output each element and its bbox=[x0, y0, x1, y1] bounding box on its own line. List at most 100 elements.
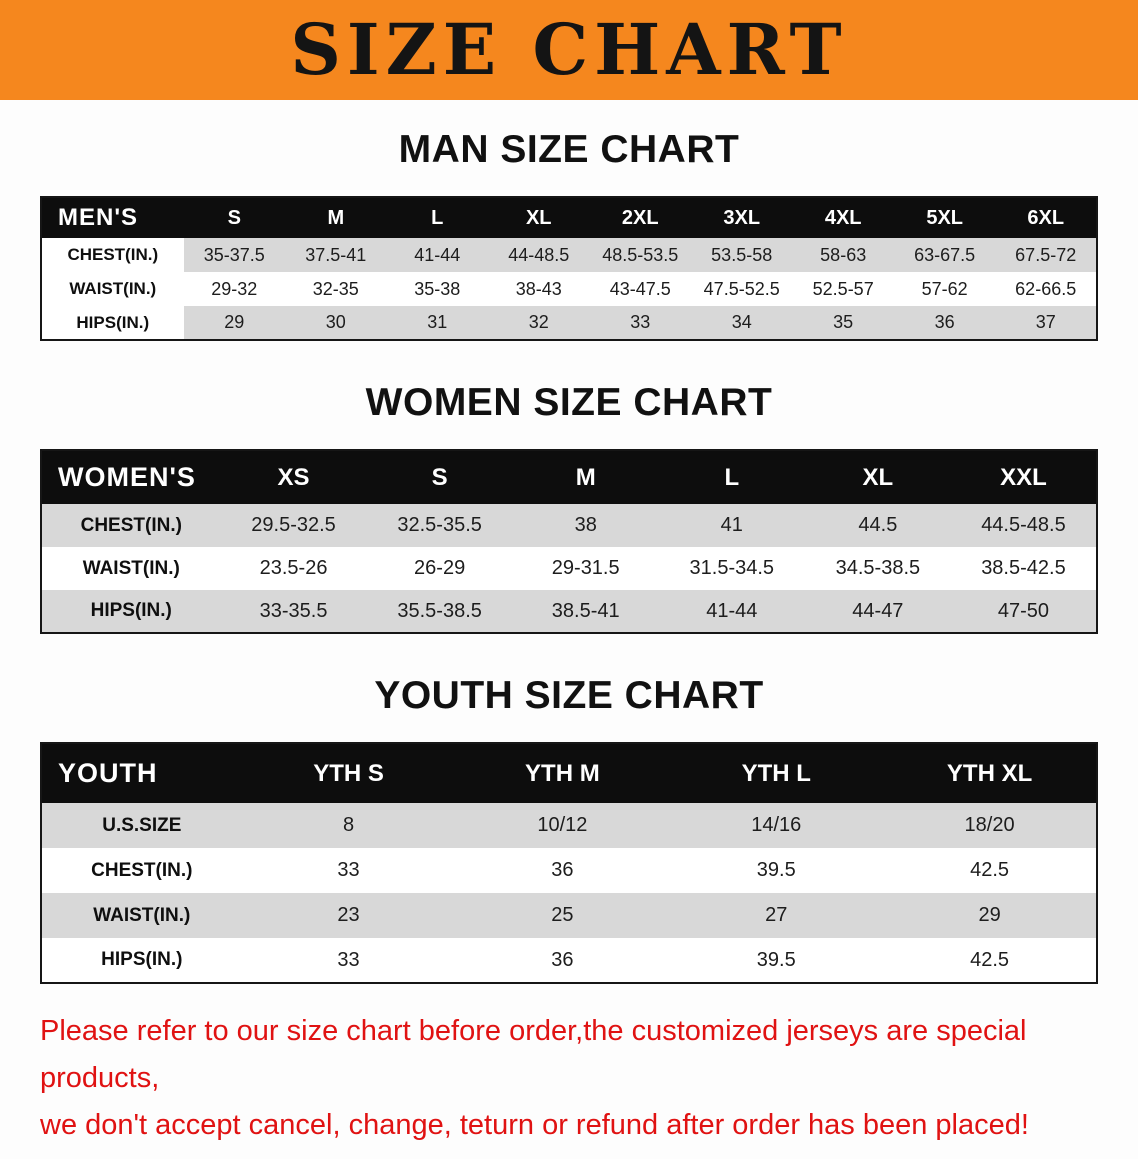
size-cell: 10/12 bbox=[537, 814, 588, 836]
table-row: CHEST(IN.) 33 36 39.5 42.5 bbox=[41, 848, 1097, 893]
size-cell: 41-44 bbox=[706, 599, 758, 622]
youth-chart-heading: YOUTH SIZE CHART bbox=[374, 674, 764, 717]
size-cell: 41-44 bbox=[414, 244, 461, 265]
column-header: 3XL bbox=[723, 206, 761, 229]
column-header: L bbox=[724, 463, 740, 491]
size-cell: 47-50 bbox=[997, 599, 1050, 622]
size-cell: 33-35.5 bbox=[259, 599, 328, 622]
column-header: 5XL bbox=[926, 206, 964, 229]
size-cell: 31 bbox=[427, 312, 448, 332]
size-cell: 35-38 bbox=[414, 278, 461, 299]
size-cell: 38.5-42.5 bbox=[981, 557, 1066, 579]
size-cell: 35 bbox=[833, 312, 854, 332]
size-cell: 36 bbox=[934, 312, 955, 332]
youth-size-chart-section: YOUTH SIZE CHART YOUTH YTH S YTH M YTH L YTH … bbox=[0, 674, 1138, 984]
table-row: HIPS(IN.) 33 36 39.5 42.5 bbox=[41, 938, 1097, 983]
size-cell: 30 bbox=[325, 312, 346, 332]
column-header: XS bbox=[277, 463, 310, 491]
column-header: YTH M bbox=[525, 759, 600, 787]
column-header: XL bbox=[862, 463, 894, 491]
size-cell: 29-31.5 bbox=[551, 557, 620, 579]
row-label: U.S.SIZE bbox=[102, 814, 182, 836]
size-cell: 29-32 bbox=[211, 278, 258, 299]
header-row: MEN'S S M L XL 2XL 3XL 4XL 5XL 6XL bbox=[41, 197, 1097, 238]
size-cell: 33 bbox=[337, 859, 360, 881]
size-cell: 44-48.5 bbox=[508, 244, 570, 265]
size-cell: 38-43 bbox=[515, 278, 562, 299]
table-row: CHEST(IN.) 35-37.5 37.5-41 41-44 44-48.5 48.5… bbox=[41, 238, 1097, 272]
table-row: WAIST(IN.) 23 25 27 29 bbox=[41, 893, 1097, 938]
size-cell: 32 bbox=[528, 312, 549, 332]
column-header: M bbox=[327, 206, 345, 229]
row-label: CHEST(IN.) bbox=[80, 514, 182, 536]
column-header: L bbox=[431, 206, 444, 229]
column-header: YTH XL bbox=[946, 759, 1033, 787]
size-cell: 47.5-52.5 bbox=[703, 278, 780, 299]
table-row: WAIST(IN.) 23.5-26 26-29 29-31.5 31.5-34.5 34… bbox=[41, 547, 1097, 590]
size-cell: 37 bbox=[1035, 312, 1056, 332]
header-row: WOMEN'S XS S M L XL XXL bbox=[41, 450, 1097, 504]
size-cell: 63-67.5 bbox=[914, 244, 976, 265]
size-cell: 26-29 bbox=[414, 557, 466, 579]
size-cell: 31.5-34.5 bbox=[689, 557, 775, 579]
size-cell: 38.5-41 bbox=[551, 599, 620, 622]
size-cell: 44.5 bbox=[858, 514, 898, 536]
row-label: WAIST(IN.) bbox=[93, 904, 191, 926]
size-cell: 37.5-41 bbox=[305, 244, 367, 265]
row-label: HIPS(IN.) bbox=[41, 306, 184, 340]
column-header: YTH S bbox=[313, 759, 384, 787]
men-size-chart-section: MAN SIZE CHART MEN'S S M L XL 2XL 3XL 4XL 5XL 6XL C… bbox=[0, 128, 1138, 341]
table-title-cell: MEN'S bbox=[58, 204, 139, 231]
size-cell: 34.5-38.5 bbox=[835, 557, 921, 579]
disclaimer-line-2: we don't accept cancel, change, teturn o… bbox=[40, 1108, 1029, 1141]
size-cell: 42.5 bbox=[970, 859, 1010, 881]
column-header: M bbox=[575, 463, 596, 491]
size-cell: 29.5-32.5 bbox=[251, 514, 336, 536]
size-cell: 43-47.5 bbox=[609, 278, 671, 299]
banner: SIZE CHART bbox=[0, 0, 1138, 100]
size-cell: 32.5-35.5 bbox=[397, 514, 482, 536]
size-cell: 35.5-38.5 bbox=[397, 599, 482, 622]
size-cell: 48.5-53.5 bbox=[602, 244, 679, 265]
row-label: HIPS(IN.) bbox=[90, 600, 172, 621]
column-header: 6XL bbox=[1027, 206, 1065, 229]
size-cell: 33 bbox=[337, 948, 360, 971]
size-cell: 67.5-72 bbox=[1015, 244, 1077, 265]
size-cell: 42.5 bbox=[970, 948, 1010, 971]
row-label: WAIST(IN.) bbox=[82, 557, 180, 579]
table-title-cell: WOMEN'S bbox=[58, 462, 196, 492]
column-header: XL bbox=[525, 206, 552, 229]
size-cell: 18/20 bbox=[964, 814, 1015, 836]
women-size-chart-section: WOMEN SIZE CHART WOMEN'S XS S M L XL XXL CHEST(I… bbox=[0, 381, 1138, 634]
table-row: CHEST(IN.) 29.5-32.5 32.5-35.5 38 41 44.5 44.5… bbox=[41, 504, 1097, 547]
disclaimer-line-1: Please refer to our size chart before or… bbox=[40, 1015, 1027, 1094]
youth-size-table: YOUTH YTH S YTH M YTH L YTH XL U.S.SIZE 8 10/12… bbox=[40, 742, 1098, 984]
row-label: WAIST(IN.) bbox=[69, 279, 157, 298]
size-cell: 57-62 bbox=[921, 278, 968, 299]
column-header: XXL bbox=[1000, 463, 1047, 491]
size-cell: 25 bbox=[551, 904, 574, 926]
size-cell: 39.5 bbox=[756, 948, 796, 971]
table-row: U.S.SIZE 8 10/12 14/16 18/20 bbox=[41, 803, 1097, 848]
size-cell: 23.5-26 bbox=[259, 557, 328, 579]
row-label: HIPS(IN.) bbox=[101, 949, 183, 970]
column-header: YTH L bbox=[741, 759, 811, 787]
row-label: CHEST(IN.) bbox=[91, 859, 193, 881]
column-header: 2XL bbox=[621, 206, 659, 229]
size-cell: 29 bbox=[978, 904, 1001, 926]
women-chart-heading: WOMEN SIZE CHART bbox=[365, 381, 773, 424]
size-cell: 41 bbox=[720, 514, 743, 536]
table-row: HIPS(IN.) 33-35.5 35.5-38.5 38.5-41 41-44 44-… bbox=[41, 590, 1097, 633]
size-cell: 39.5 bbox=[756, 859, 796, 881]
table-title-cell: YOUTH bbox=[58, 758, 158, 788]
header-row: YOUTH YTH S YTH M YTH L YTH XL bbox=[41, 743, 1097, 803]
size-cell: 52.5-57 bbox=[812, 278, 874, 299]
size-cell: 53.5-58 bbox=[711, 244, 773, 265]
row-label: CHEST(IN.) bbox=[41, 238, 184, 272]
size-cell: 62-66.5 bbox=[1015, 278, 1077, 299]
column-header: S bbox=[227, 206, 241, 229]
size-cell: 36 bbox=[551, 859, 574, 881]
men-size-table: MEN'S S M L XL 2XL 3XL 4XL 5XL 6XL CHEST(IN.) 35-37… bbox=[40, 196, 1098, 341]
column-header: S bbox=[431, 463, 448, 491]
table-row: HIPS(IN.) 29 30 31 32 33 34 35 36 37 bbox=[41, 306, 1097, 340]
